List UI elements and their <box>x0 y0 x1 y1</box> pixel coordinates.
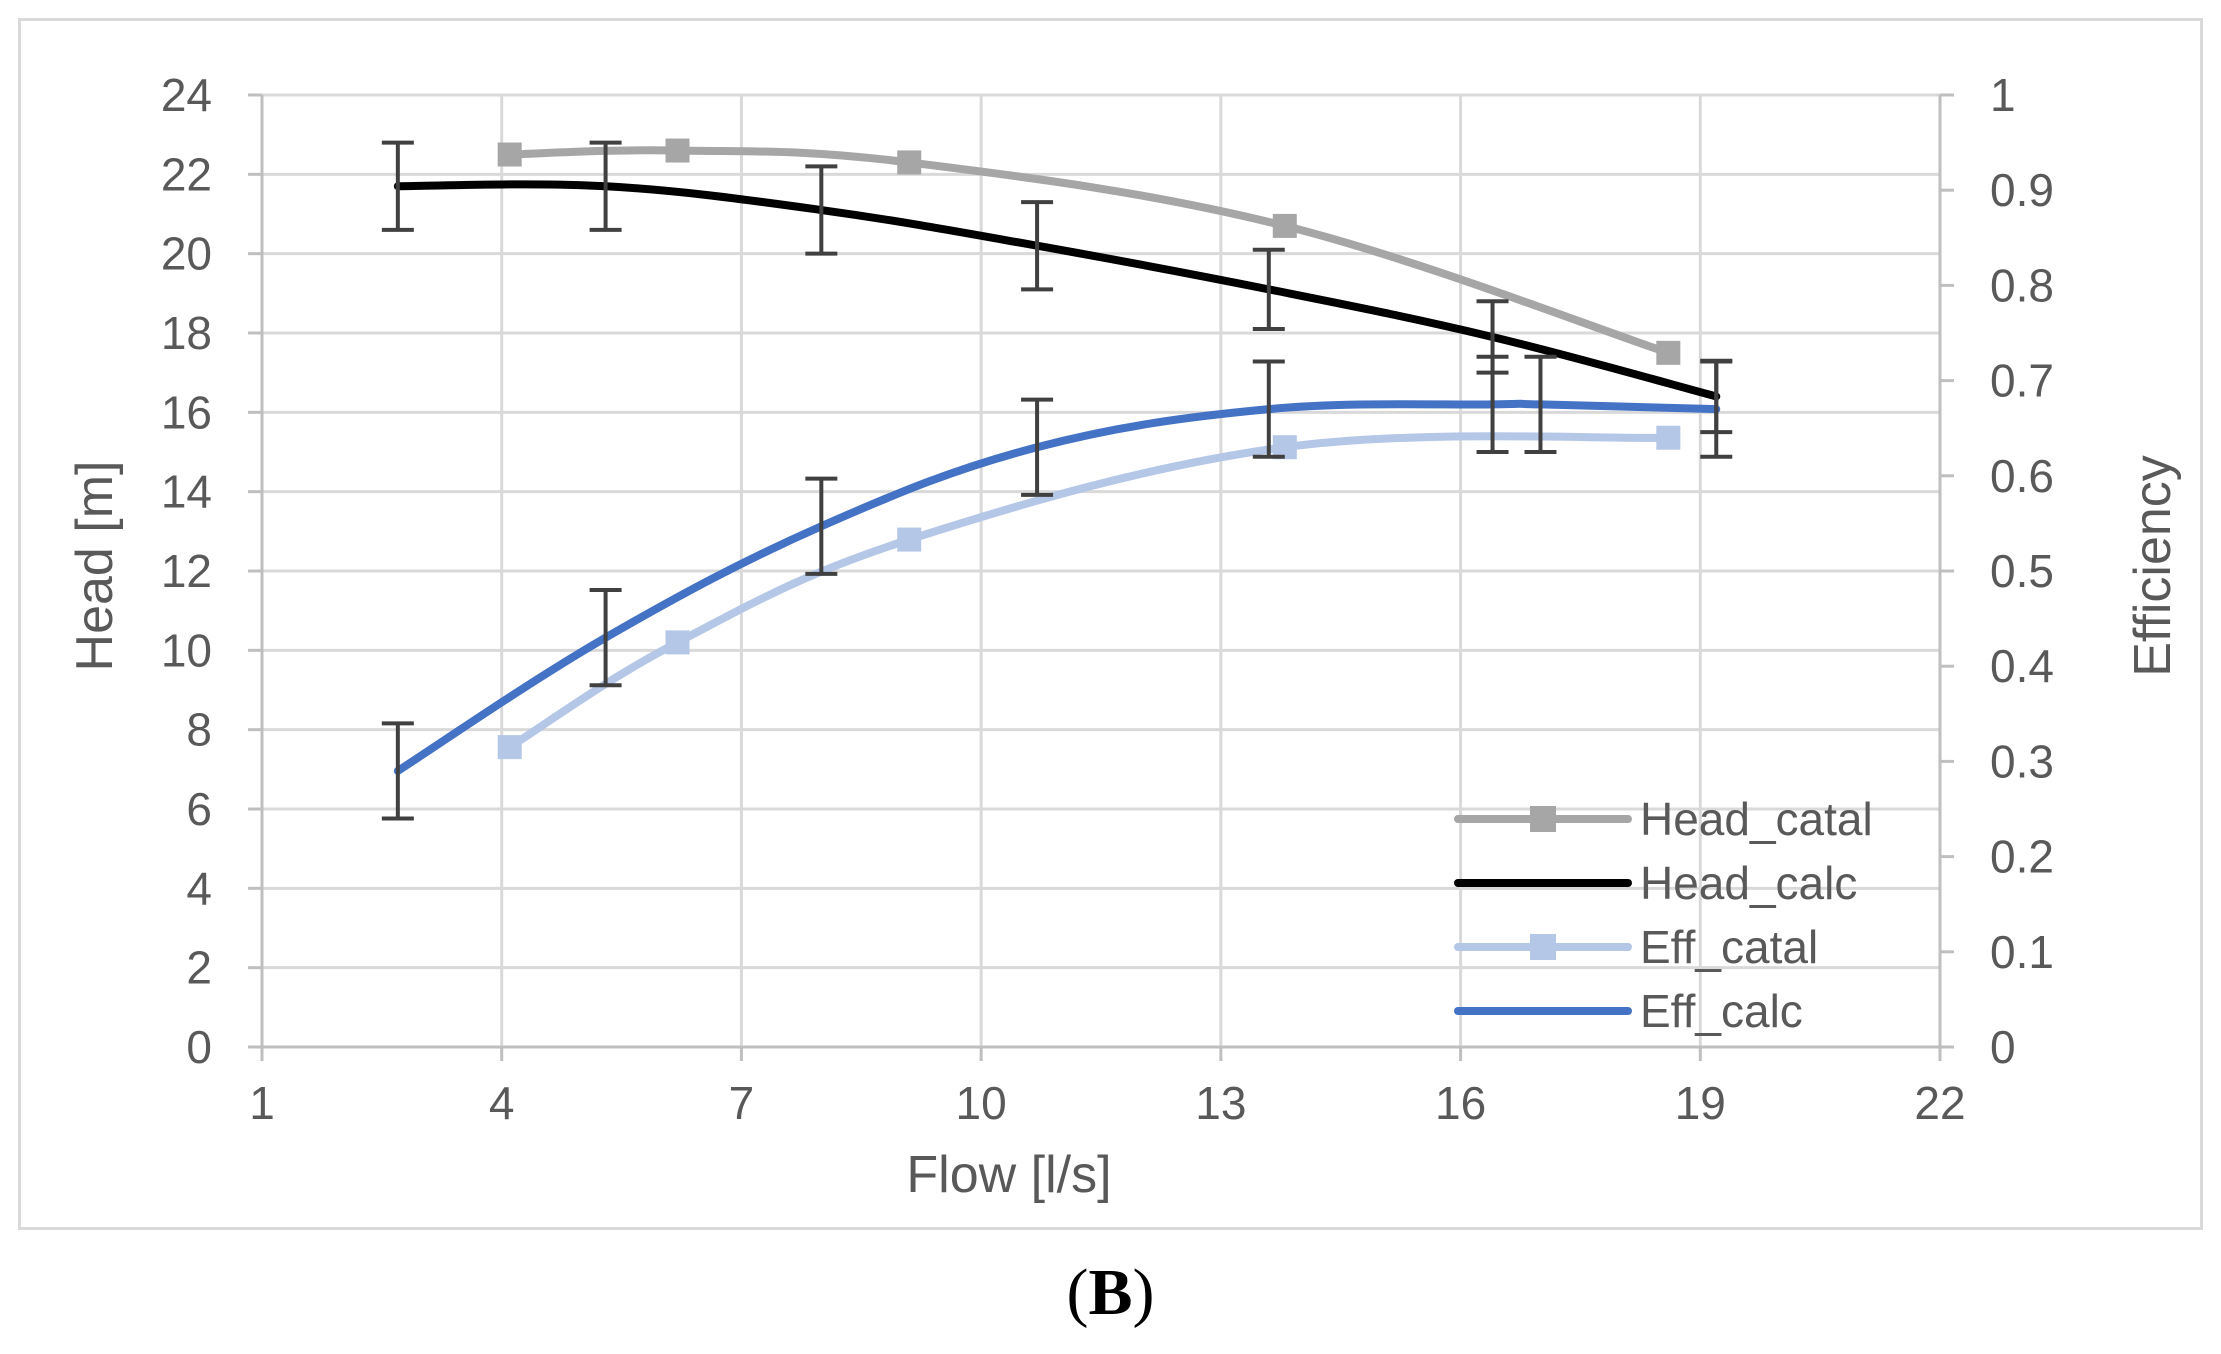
y-tick-label: 0 <box>186 1021 212 1073</box>
y-tick-label: 4 <box>186 862 212 914</box>
error-bar-eff-calc <box>1524 354 1557 454</box>
legend-label-head-calc: Head_calc <box>1640 857 1857 909</box>
error-bar-eff-calc <box>589 588 622 688</box>
y-tick-label: 8 <box>186 704 212 756</box>
panel-label-close: ) <box>1132 1256 1155 1329</box>
panel-label: (B) <box>0 1255 2221 1331</box>
x-tick-label: 4 <box>489 1077 515 1129</box>
x-tick-label: 19 <box>1675 1077 1726 1129</box>
marker-head-catal <box>1656 340 1681 365</box>
y2-tick-label: 0 <box>1990 1021 2016 1073</box>
ticks-layer: 1 4 7 10 13 16 19 2202468101214161820222400.10.… <box>161 69 2054 1129</box>
y2-tick-label: 0.3 <box>1990 735 2054 787</box>
series-layer <box>393 138 1721 775</box>
y-tick-label: 14 <box>161 466 212 518</box>
y-tick-label: 24 <box>161 69 212 121</box>
y2-tick-label: 0.9 <box>1990 164 2054 216</box>
error-bar-head-calc <box>805 164 838 256</box>
y2-tick-label: 0.4 <box>1990 640 2054 692</box>
panel-label-letter: B <box>1088 1256 1133 1329</box>
y2-tick-label: 0.6 <box>1990 450 2054 502</box>
y2-tick-label: 0.2 <box>1990 831 2054 883</box>
marker-head-catal <box>897 150 922 175</box>
error-bar-head-calc <box>1476 299 1509 375</box>
grid-layer <box>262 93 1942 1047</box>
x-axis-title: Flow [l/s] <box>906 1146 1111 1204</box>
y2-axis-title: Efficiency <box>2124 455 2182 677</box>
series-line-head-calc <box>393 180 1721 401</box>
x-tick-label: 7 <box>729 1077 755 1129</box>
y-tick-label: 16 <box>161 386 212 438</box>
y2-tick-label: 0.5 <box>1990 545 2054 597</box>
y2-tick-label: 0.7 <box>1990 355 2054 407</box>
error-bar-eff-calc <box>805 476 838 576</box>
marker-eff-catal <box>497 735 522 760</box>
error-bar-head-calc <box>1021 200 1054 292</box>
x-tick-label: 16 <box>1435 1077 1486 1129</box>
panel-label-open: ( <box>1066 1256 1089 1329</box>
y-tick-label: 6 <box>186 783 212 835</box>
x-tick-label: 13 <box>1195 1077 1246 1129</box>
error-bar-head-calc <box>381 140 414 232</box>
y2-tick-label: 1 <box>1990 69 2016 121</box>
y2-tick-label: 0.1 <box>1990 926 2054 978</box>
y-tick-label: 10 <box>161 624 212 676</box>
marker-head-catal <box>1272 213 1297 238</box>
legend: Head_catal Head_calc Eff_catal Eff_calc <box>1454 793 1873 1037</box>
marker-head-catal <box>497 142 522 167</box>
chart-frame <box>18 18 2203 1230</box>
error-bar-eff-calc <box>381 721 414 821</box>
chart: 1 4 7 10 13 16 19 2202468101214161820222400.10.… <box>66 69 2182 1204</box>
marker-eff-catal <box>665 630 690 655</box>
error-bar-eff-calc <box>1021 397 1054 497</box>
legend-marker-eff-catal <box>1530 934 1556 960</box>
legend-marker-head-catal <box>1530 806 1556 832</box>
legend-label-head-catal: Head_catal <box>1640 793 1873 845</box>
x-tick-label: 22 <box>1914 1077 1965 1129</box>
legend-label-eff-calc: Eff_calc <box>1640 985 1803 1037</box>
error-bar-head-calc <box>1252 247 1285 332</box>
series-line-eff-calc <box>393 399 1721 775</box>
series-line-eff-catal <box>505 432 1673 752</box>
marker-eff-catal <box>1656 425 1681 450</box>
y-axis-title: Head [m] <box>66 461 124 672</box>
error-bar-eff-calc <box>1252 359 1285 459</box>
y-tick-label: 18 <box>161 307 212 359</box>
x-tick-label: 1 <box>249 1077 275 1129</box>
error-bar-head-calc <box>1700 358 1733 435</box>
marker-head-catal <box>665 138 690 163</box>
y-tick-label: 22 <box>161 148 212 200</box>
series-line-head-catal <box>505 146 1673 357</box>
y2-tick-label: 0.8 <box>1990 259 2054 311</box>
y-tick-label: 12 <box>161 545 212 597</box>
y-tick-label: 2 <box>186 942 212 994</box>
marker-eff-catal <box>897 527 922 552</box>
x-tick-label: 10 <box>956 1077 1007 1129</box>
axes-layer <box>248 93 1954 1061</box>
errorbar-layer <box>381 140 1733 821</box>
error-bar-head-calc <box>589 140 622 232</box>
y-tick-label: 20 <box>161 228 212 280</box>
legend-label-eff-catal: Eff_catal <box>1640 921 1818 973</box>
